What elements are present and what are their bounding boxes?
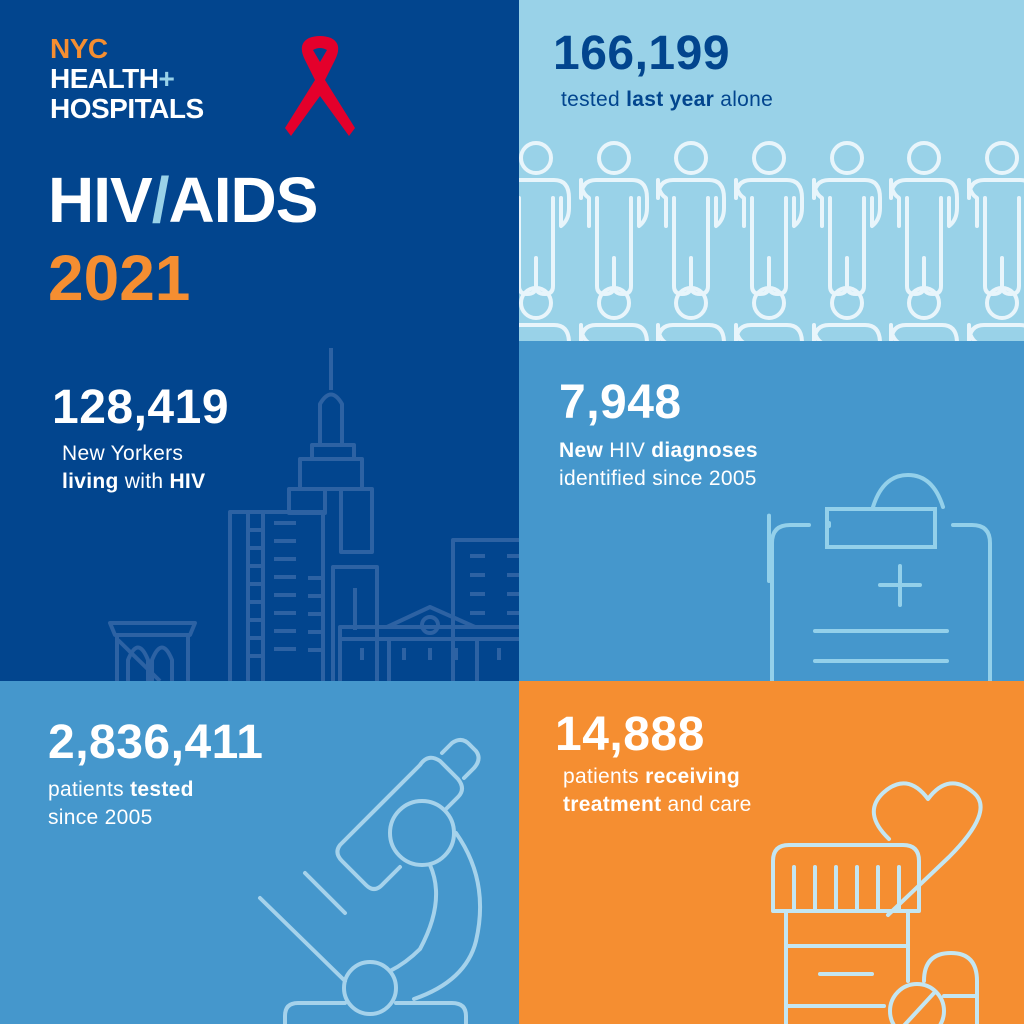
stat-patients-tested-bold: tested — [130, 778, 194, 801]
stat-tested-year-pre: tested — [561, 88, 627, 111]
stat-treatment-post: and care — [661, 793, 752, 816]
stat-tested-year-post: alone — [714, 88, 774, 111]
stat-treatment-bold-treatment: treatment — [563, 793, 662, 816]
stat-living-value: 128,419 — [52, 381, 230, 434]
stat-diagnoses-bold-new: New — [559, 439, 604, 462]
stat-living-line1: New Yorkers — [62, 442, 184, 465]
awareness-ribbon-icon — [285, 36, 355, 136]
title-panel: NYC HEALTH+ HOSPITALS HIV/AIDS 2021 128,… — [0, 0, 519, 681]
title-year: 2021 — [48, 242, 191, 314]
stat-patients-tested-value: 2,836,411 — [48, 716, 264, 769]
stat-living-bold-hiv: HIV — [169, 470, 206, 493]
microscope-icon — [258, 738, 483, 1024]
stat-diagnoses-description: New HIV diagnoses identified since 2005 — [559, 437, 758, 493]
stat-treatment-value: 14,888 — [555, 708, 705, 761]
stat-diagnoses-bold-diagnoses: diagnoses — [651, 439, 758, 462]
logo-health: HEALTH+ — [50, 64, 204, 94]
stat-treatment-line2: treatment and care — [563, 791, 752, 819]
logo-health-text: HEALTH — [50, 63, 159, 94]
logo-hospitals: HOSPITALS — [50, 93, 204, 124]
new-diagnoses-panel: 7,948 New HIV diagnoses identified since… — [519, 341, 1024, 681]
treatment-panel: 14,888 patients receiving treatment and … — [519, 681, 1024, 1024]
stat-patients-tested-description: patients tested since 2005 — [48, 776, 194, 832]
patients-tested-panel: 2,836,411 patients tested since 2005 — [0, 681, 519, 1024]
stat-treatment-description: patients receiving treatment and care — [563, 763, 752, 819]
logo-nyc: NYC — [50, 33, 108, 64]
stat-patients-tested-line2: since 2005 — [48, 806, 153, 829]
logo-plus: + — [158, 63, 175, 94]
page-title: HIV/AIDS — [48, 164, 318, 236]
tested-last-year-panel: 166,199 tested last year alone — [519, 0, 1024, 341]
stat-tested-year-description: tested last year alone — [561, 86, 773, 114]
stat-diagnoses-line2: identified since 2005 — [559, 467, 757, 490]
stat-living-line2: living with HIV — [62, 468, 205, 496]
title-aids: AIDS — [168, 164, 318, 236]
stat-living-mid: with — [118, 470, 170, 493]
stat-living-description: New Yorkers living with HIV — [62, 440, 205, 496]
stat-treatment-line1: patients receiving — [563, 763, 752, 791]
title-slash: / — [151, 164, 170, 236]
city-skyline-icon — [108, 348, 519, 681]
stat-tested-year-value: 166,199 — [553, 27, 731, 80]
stat-diagnoses-mid: HIV — [603, 439, 652, 462]
title-hiv: HIV — [48, 164, 153, 236]
stat-tested-year-bold: last year — [626, 88, 715, 111]
stat-treatment-pre: patients — [563, 765, 646, 788]
stat-patients-tested-pre: patients — [48, 778, 131, 801]
clipboard-icon — [767, 472, 992, 681]
stat-living-bold-living: living — [62, 470, 119, 493]
stat-treatment-bold-receiving: receiving — [645, 765, 741, 788]
stat-patients-tested-line1: patients tested — [48, 776, 194, 804]
medicine-heart-icon — [771, 781, 983, 1024]
stat-diagnoses-value: 7,948 — [559, 376, 682, 429]
stat-diagnoses-line1: New HIV diagnoses — [559, 437, 758, 465]
nyc-health-hospitals-logo: NYC HEALTH+ HOSPITALS — [50, 34, 204, 124]
